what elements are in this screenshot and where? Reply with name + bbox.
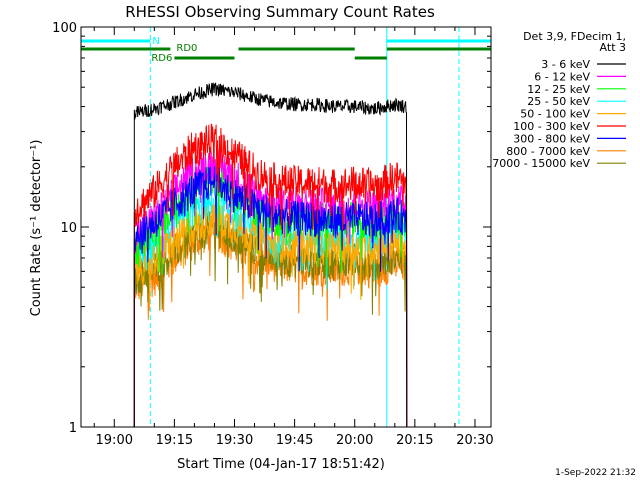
state-label-N: N (152, 36, 159, 47)
state-label-RD6: RD6 (151, 53, 172, 64)
legend-label: 800 - 7000 keV (506, 145, 590, 158)
legend-label: 6 - 12 keV (534, 70, 590, 83)
y-tick-label: 100 (52, 21, 77, 36)
legend-header-1: Det 3,9, FDecim 1, (523, 30, 626, 43)
footer-timestamp: 1-Sep-2022 21:32 (555, 468, 636, 478)
series-line-5 (133, 123, 408, 428)
legend-label: 100 - 300 keV (513, 120, 590, 133)
state-bars: N RD0 RD6 (81, 36, 491, 64)
x-tick-label: 19:45 (276, 433, 313, 448)
x-axis-label: Start Time (04-Jan-17 18:51:42) (177, 457, 385, 472)
series-line-0 (133, 82, 408, 428)
legend-label: 7000 - 15000 keV (492, 157, 590, 170)
y-tick-label: 1 (69, 421, 77, 436)
series-line-6 (133, 165, 408, 428)
chart-title: RHESSI Observing Summary Count Rates (125, 3, 435, 21)
x-tick-label: 19:30 (216, 433, 253, 448)
x-tick-label: 19:00 (96, 433, 133, 448)
x-tick-label: 19:15 (156, 433, 193, 448)
state-label-RD0: RD0 (176, 43, 197, 54)
legend-header-2: Att 3 (600, 41, 626, 54)
x-tick-label: 20:15 (396, 433, 433, 448)
y-tick-label: 10 (60, 221, 77, 236)
legend-label: 25 - 50 keV (527, 95, 590, 108)
legend-label: 3 - 6 keV (541, 58, 590, 71)
legend-label: 300 - 800 keV (513, 132, 590, 145)
legend-label: 50 - 100 keV (520, 108, 590, 121)
x-tick-label: 20:30 (456, 433, 493, 448)
axes: 19:00 19:15 19:30 19:45 20:00 20:15 20:30 1 10 10… (52, 21, 494, 448)
legend-label: 12 - 25 keV (527, 83, 590, 96)
y-axis-label: Count Rate (s⁻¹ detector⁻¹) (29, 140, 44, 317)
plot-area (80, 27, 460, 428)
x-tick-label: 20:00 (336, 433, 373, 448)
